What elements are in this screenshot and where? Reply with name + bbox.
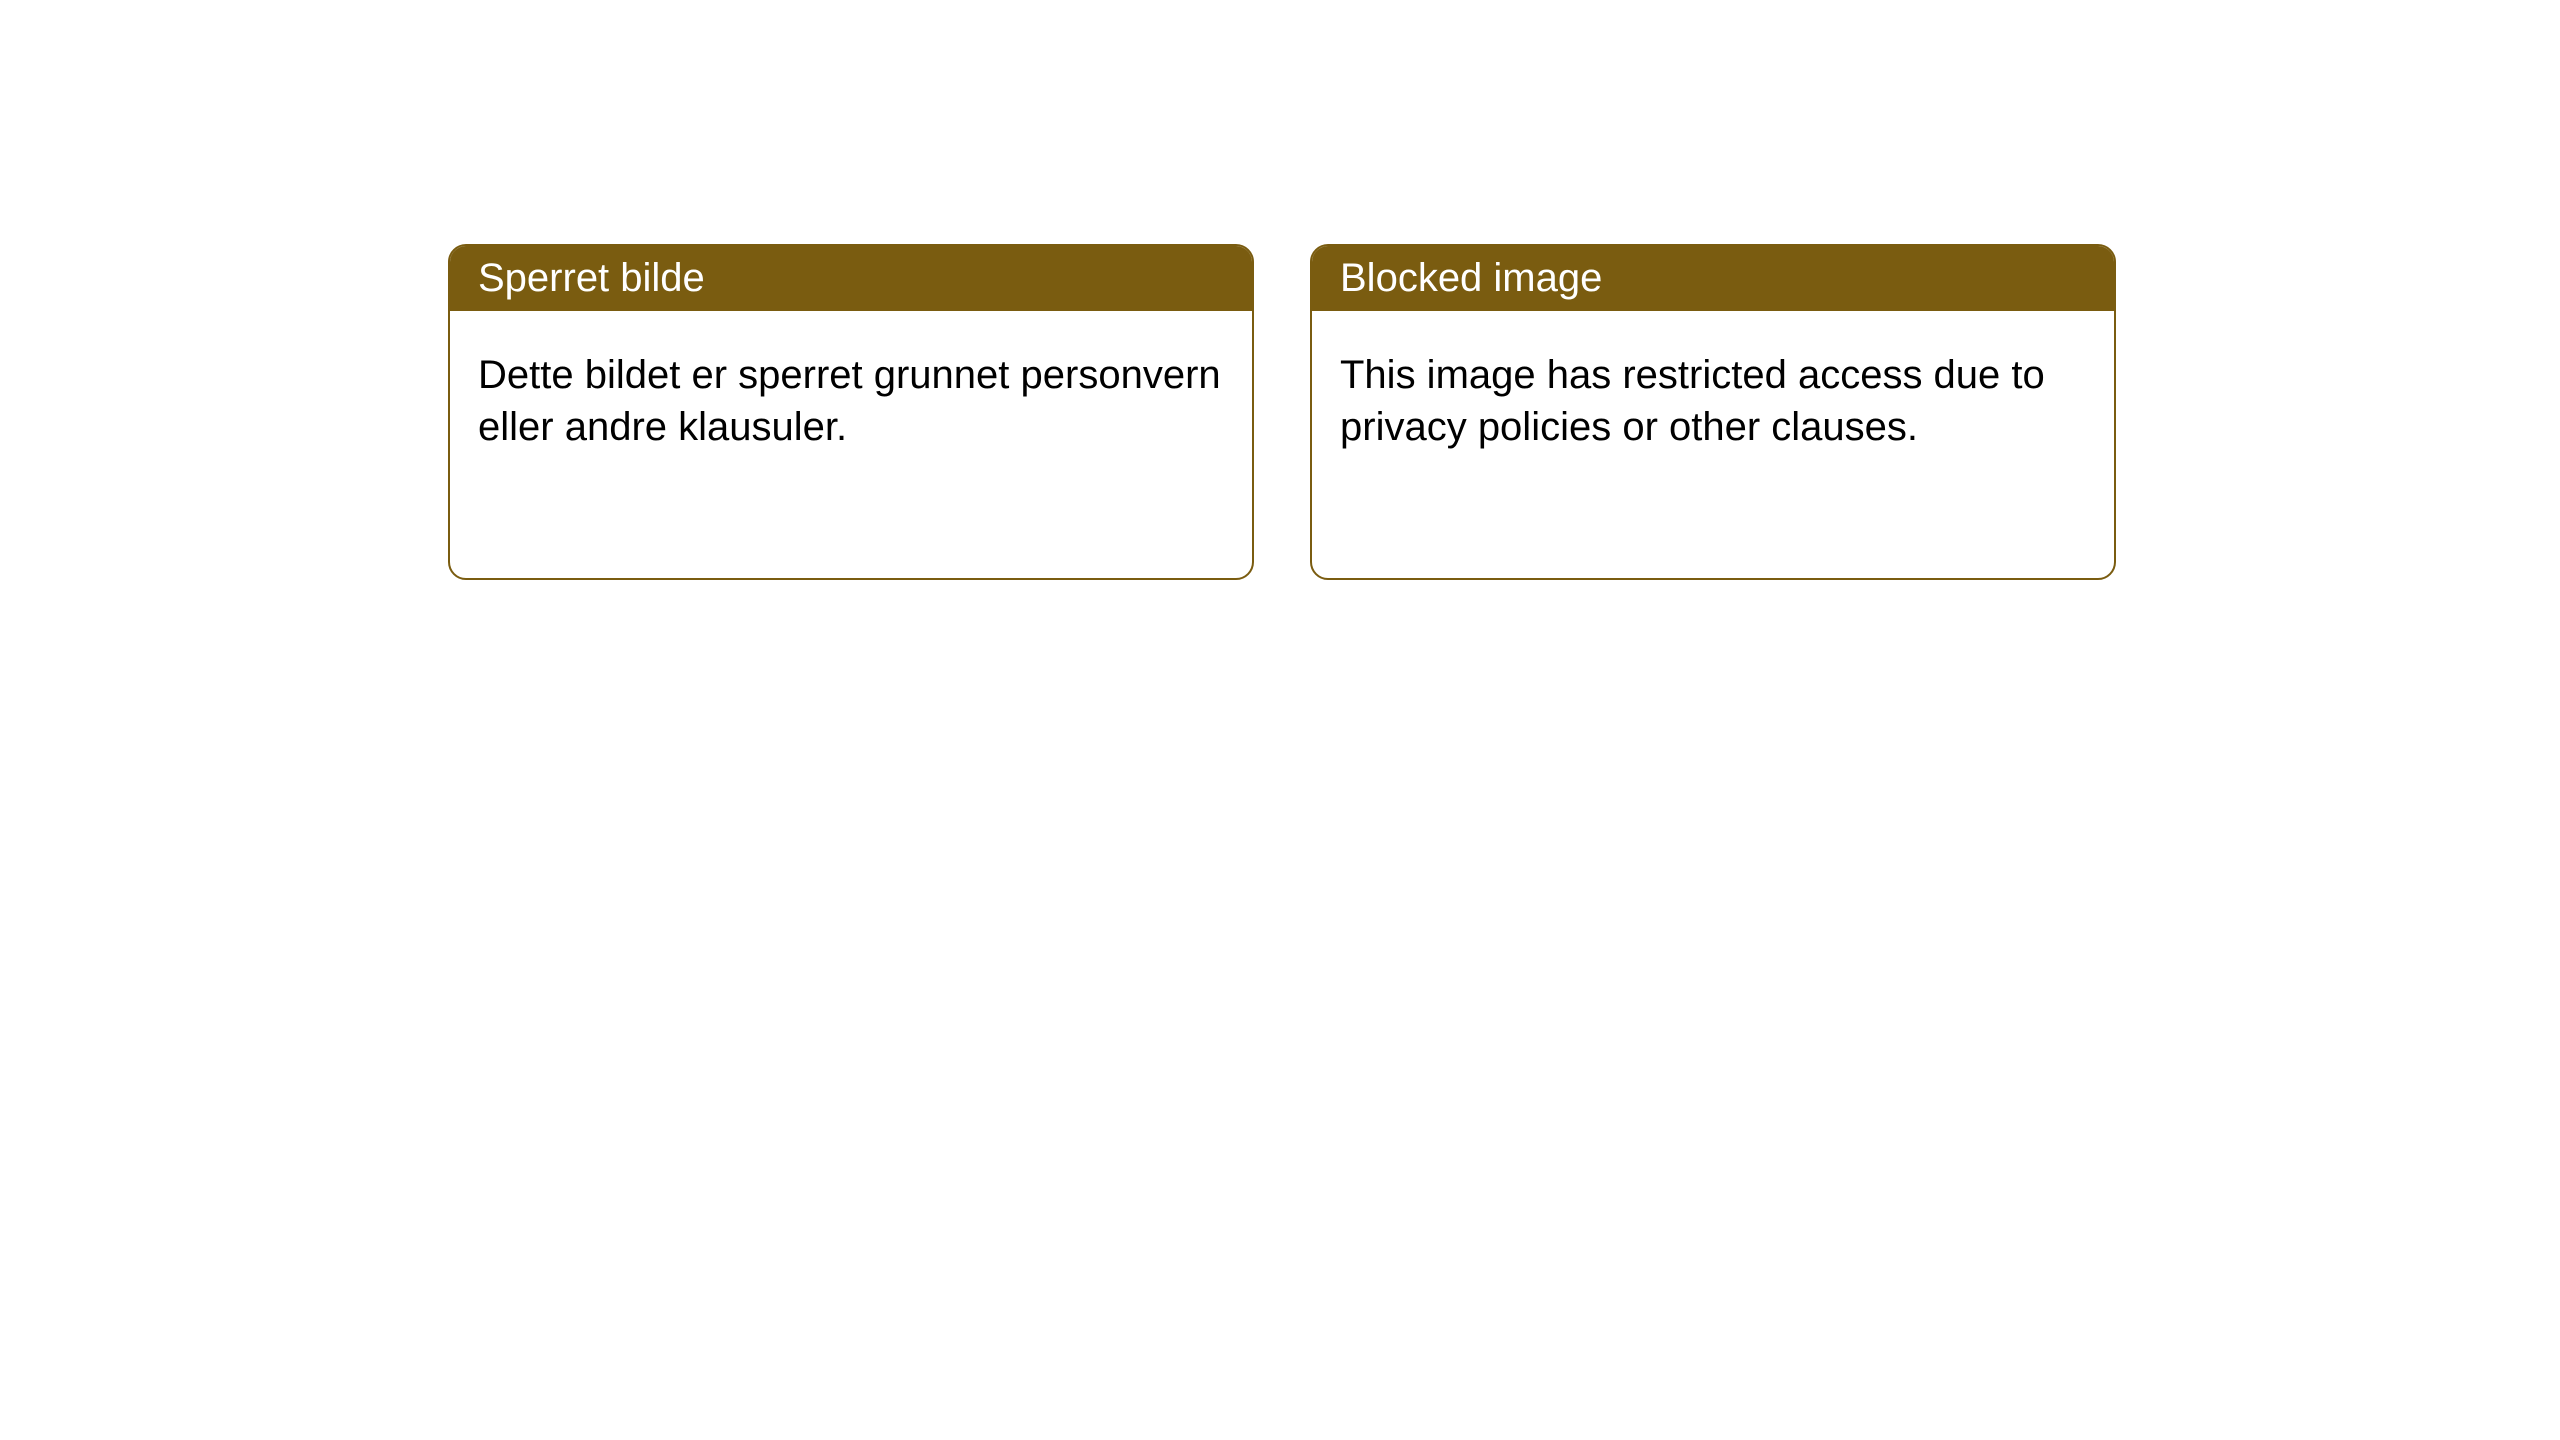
- notice-card-english: Blocked image This image has restricted …: [1310, 244, 2116, 580]
- card-body: This image has restricted access due to …: [1312, 311, 2114, 491]
- card-title: Sperret bilde: [478, 256, 705, 300]
- card-body: Dette bildet er sperret grunnet personve…: [450, 311, 1252, 491]
- card-body-text: This image has restricted access due to …: [1340, 353, 2045, 449]
- card-header: Sperret bilde: [450, 246, 1252, 311]
- notice-card-norwegian: Sperret bilde Dette bildet er sperret gr…: [448, 244, 1254, 580]
- notice-container: Sperret bilde Dette bildet er sperret gr…: [0, 0, 2560, 580]
- card-body-text: Dette bildet er sperret grunnet personve…: [478, 353, 1221, 449]
- card-header: Blocked image: [1312, 246, 2114, 311]
- card-title: Blocked image: [1340, 256, 1602, 300]
